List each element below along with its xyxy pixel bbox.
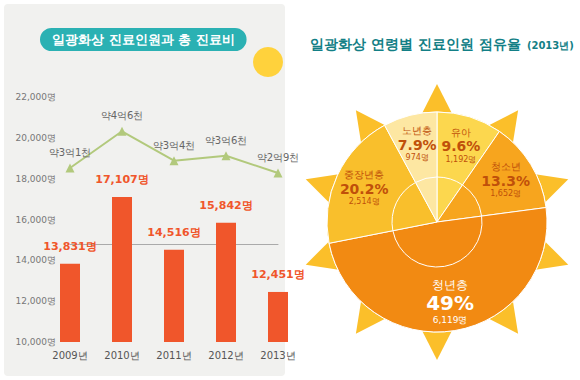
svg-text:2012년: 2012년: [208, 350, 243, 361]
svg-text:14,516명: 14,516명: [147, 226, 200, 239]
svg-text:약3억6천: 약3억6천: [205, 135, 248, 146]
svg-text:49%: 49%: [426, 291, 474, 315]
svg-text:중장년층: 중장년층: [344, 169, 384, 180]
svg-text:노년층: 노년층: [402, 125, 432, 136]
svg-text:13,831명: 13,831명: [43, 240, 96, 253]
svg-text:1,192명: 1,192명: [445, 155, 476, 164]
svg-text:18,000명: 18,000명: [16, 174, 57, 184]
svg-text:2009년: 2009년: [52, 350, 87, 361]
svg-text:유아: 유아: [451, 127, 471, 138]
svg-text:2013년: 2013년: [260, 350, 295, 361]
svg-text:9.6%: 9.6%: [441, 138, 480, 154]
svg-text:15,842명: 15,842명: [199, 199, 252, 212]
svg-text:20.2%: 20.2%: [340, 181, 389, 197]
svg-text:약4억6천: 약4억6천: [101, 110, 144, 121]
svg-text:일광화상 연령별 진료인원 점유율: 일광화상 연령별 진료인원 점유율: [310, 36, 521, 52]
svg-text:12,451명: 12,451명: [251, 268, 304, 281]
svg-text:16,000명: 16,000명: [16, 215, 57, 225]
svg-text:20,000명: 20,000명: [16, 133, 57, 143]
svg-text:7.9%: 7.9%: [398, 137, 437, 153]
svg-text:974명: 974명: [406, 153, 429, 162]
svg-text:일광화상 진료인원과 총 진료비: 일광화상 진료인원과 총 진료비: [52, 32, 235, 47]
svg-text:10,000명: 10,000명: [16, 337, 57, 347]
svg-text:17,107명: 17,107명: [95, 173, 148, 186]
svg-text:약2억9천: 약2억9천: [257, 152, 300, 163]
svg-text:2010년: 2010년: [104, 350, 139, 361]
svg-text:청소년: 청소년: [491, 161, 521, 172]
svg-text:12,000명: 12,000명: [16, 296, 57, 306]
svg-text:6,119명: 6,119명: [433, 315, 468, 325]
svg-text:약3억4천: 약3억4천: [153, 140, 196, 151]
svg-text:2011년: 2011년: [156, 350, 191, 361]
svg-text:14,000명: 14,000명: [16, 255, 57, 265]
svg-text:1,652명: 1,652명: [490, 189, 521, 198]
svg-text:약3억1천: 약3억1천: [49, 147, 92, 158]
svg-text:(2013년): (2013년): [527, 40, 574, 51]
svg-text:2,514명: 2,514명: [349, 197, 380, 206]
svg-text:청년층: 청년층: [432, 278, 468, 292]
svg-text:22,000명: 22,000명: [16, 92, 57, 102]
svg-text:13.3%: 13.3%: [481, 173, 530, 189]
